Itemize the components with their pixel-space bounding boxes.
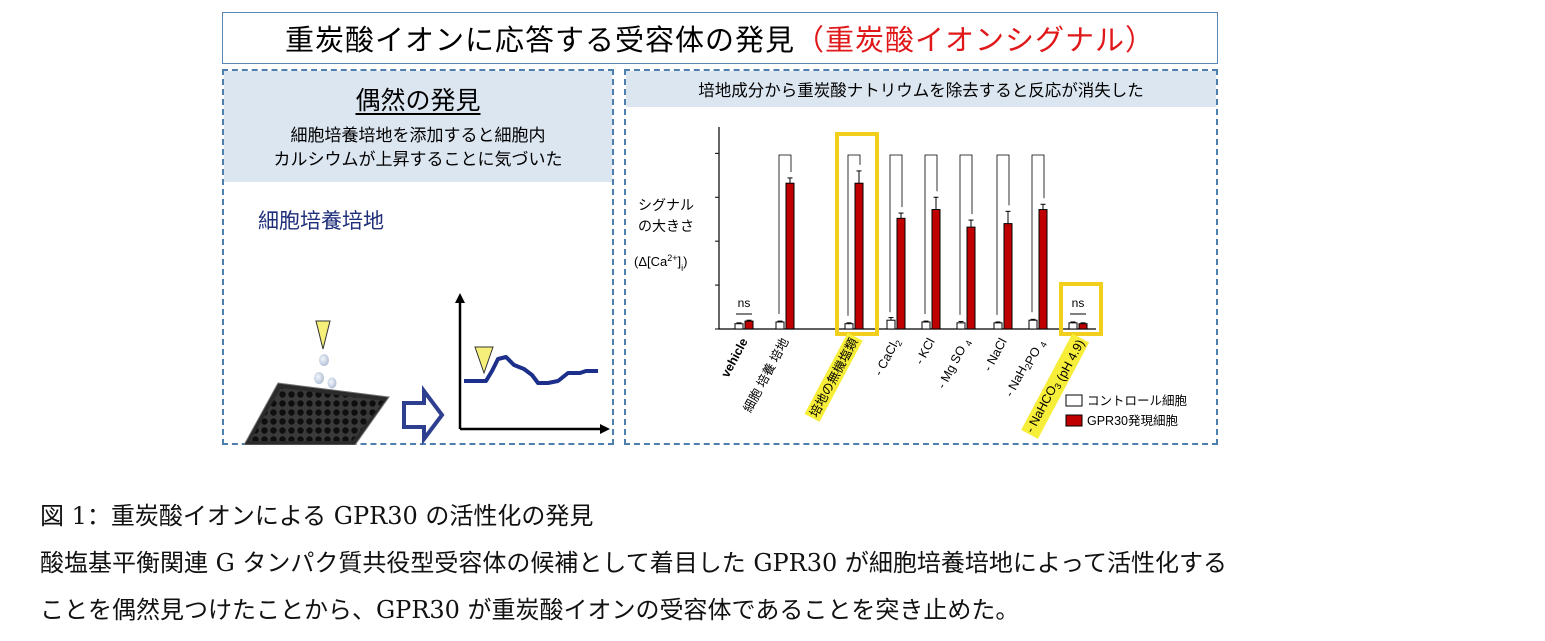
bar-gpr30-1	[785, 182, 795, 330]
well-plate-icon	[243, 382, 390, 445]
bar-control-7	[1028, 319, 1038, 330]
significance-bracket	[924, 154, 938, 314]
title-highlight: （重炭酸イオンシグナル）	[795, 23, 1156, 57]
discovery-panel: 偶然の発見 細胞培養培地を添加すると細胞内 カルシウムが上昇することに気づいた …	[222, 69, 614, 445]
x-label-text: - Mg SO 4	[934, 336, 974, 392]
result-header: 培地成分から重炭酸ナトリウムを除去すると反応が消失した	[626, 71, 1216, 107]
figure-title: 重炭酸イオンに応答する受容体の発見 （重炭酸イオンシグナル）	[222, 12, 1218, 64]
ns-label: ns	[1072, 296, 1085, 310]
bar-gpr30-2	[854, 182, 864, 330]
bar-control-8	[1068, 322, 1078, 330]
bar-control-3	[886, 319, 896, 330]
significance-bracket	[778, 154, 792, 314]
x-label-0: vehicle	[718, 336, 750, 380]
bar-gpr30-3	[896, 217, 906, 330]
drop-icon	[314, 372, 324, 384]
result-panel: 培地成分から重炭酸ナトリウムを除去すると反応が消失した シグナル の大きさ (Δ…	[624, 69, 1218, 445]
bar-control-4	[921, 321, 931, 330]
x-label-highlight	[804, 332, 863, 422]
discovery-description: 細胞培養培地を添加すると細胞内 カルシウムが上昇することに気づいた	[224, 124, 612, 172]
x-label-text: 培地の無機塩類	[806, 335, 861, 420]
significance-bracket	[847, 154, 861, 316]
significance-bracket	[996, 154, 1010, 315]
legend-swatch-1	[1065, 414, 1083, 427]
bar-control-2	[844, 323, 854, 330]
x-label-3: - CaCl2	[871, 336, 904, 379]
caption-line-2: 酸塩基平衡関連 G タンパク質共役型受容体の候補として着目した GPR30 が細…	[40, 549, 1227, 577]
significance-bracket	[1031, 154, 1045, 313]
significance-bracket	[959, 154, 973, 315]
experiment-illustration	[243, 293, 610, 445]
discovery-header: 偶然の発見 細胞培養培地を添加すると細胞内 カルシウムが上昇することに気づいた	[224, 71, 612, 182]
right-arrow-icon	[402, 385, 445, 445]
culture-medium-label: 細胞培養培地	[258, 209, 384, 233]
ylabel-line-3: (Δ[Ca2+]i)	[634, 253, 687, 273]
bar-gpr30-0	[744, 320, 754, 330]
drop-icon	[319, 354, 329, 366]
description-line-2: カルシウムが上昇することに気づいた	[273, 150, 563, 170]
description-line-1: 細胞培養培地を添加すると細胞内	[290, 126, 546, 146]
legend-swatch-0	[1065, 394, 1083, 407]
caption-line-1: 図 1：重炭酸イオンによる GPR30 の活性化の発見	[40, 502, 594, 530]
x-label-text: - CaCl2	[871, 336, 904, 379]
x-label-5: - Mg SO 4	[934, 336, 974, 392]
ylabel-line-2: の大きさ	[638, 218, 694, 234]
bar-control-1	[775, 321, 785, 330]
title-main: 重炭酸イオンに応答する受容体の発見	[284, 23, 795, 57]
bar-gpr30-7	[1038, 209, 1048, 330]
bar-control-6	[993, 322, 1003, 330]
x-label-6: - NaCl	[981, 336, 1010, 374]
calcium-trace-plot	[455, 293, 610, 434]
x-label-text: - NaCl	[981, 336, 1010, 374]
x-label-text: vehicle	[718, 336, 750, 380]
x-label-highlight	[1021, 333, 1090, 439]
x-label-4: - KCl	[912, 336, 937, 367]
addition-marker-icon	[474, 346, 494, 375]
calcium-trace-line	[464, 355, 598, 385]
legend-label-0: コントロール細胞	[1087, 394, 1188, 408]
bar-gpr30-4	[931, 209, 941, 330]
ylabel-line-1: シグナル	[638, 197, 694, 213]
bar-gpr30-8	[1078, 323, 1088, 330]
significance-bracket	[889, 154, 903, 313]
bar-control-5	[956, 322, 966, 330]
chart-annotations: ns ns	[736, 132, 1103, 336]
discovery-title: 偶然の発見	[355, 86, 481, 115]
highlight-box-nahco3	[1059, 282, 1103, 336]
ns-label: ns	[738, 296, 751, 310]
bar-control-0	[734, 323, 744, 330]
x-label-2: 培地の無機塩類	[804, 332, 863, 422]
x-label-text: - KCl	[912, 336, 937, 367]
pipette-triangle-icon	[315, 320, 331, 350]
chart-legend: コントロール細胞 GPR30発現細胞	[1065, 394, 1188, 428]
drop-icon	[327, 377, 337, 389]
highlight-box-inorganic	[835, 132, 879, 336]
bar-gpr30-5	[966, 226, 976, 330]
chart-bars	[734, 170, 1088, 330]
legend-label-1: GPR30発現細胞	[1087, 414, 1178, 428]
bar-gpr30-6	[1003, 223, 1013, 330]
caption-line-3: ことを偶然見つけたことから、GPR30 が重炭酸イオンの受容体であることを突き止…	[40, 596, 1020, 624]
